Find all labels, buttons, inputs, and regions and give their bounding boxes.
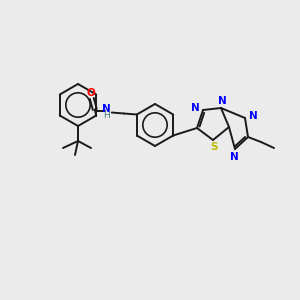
Text: N: N bbox=[190, 103, 200, 113]
Text: N: N bbox=[102, 103, 111, 113]
Text: N: N bbox=[218, 96, 226, 106]
Text: N: N bbox=[230, 152, 238, 162]
Text: O: O bbox=[86, 88, 95, 98]
Text: S: S bbox=[210, 142, 218, 152]
Text: N: N bbox=[249, 111, 257, 121]
Text: H: H bbox=[103, 111, 110, 120]
